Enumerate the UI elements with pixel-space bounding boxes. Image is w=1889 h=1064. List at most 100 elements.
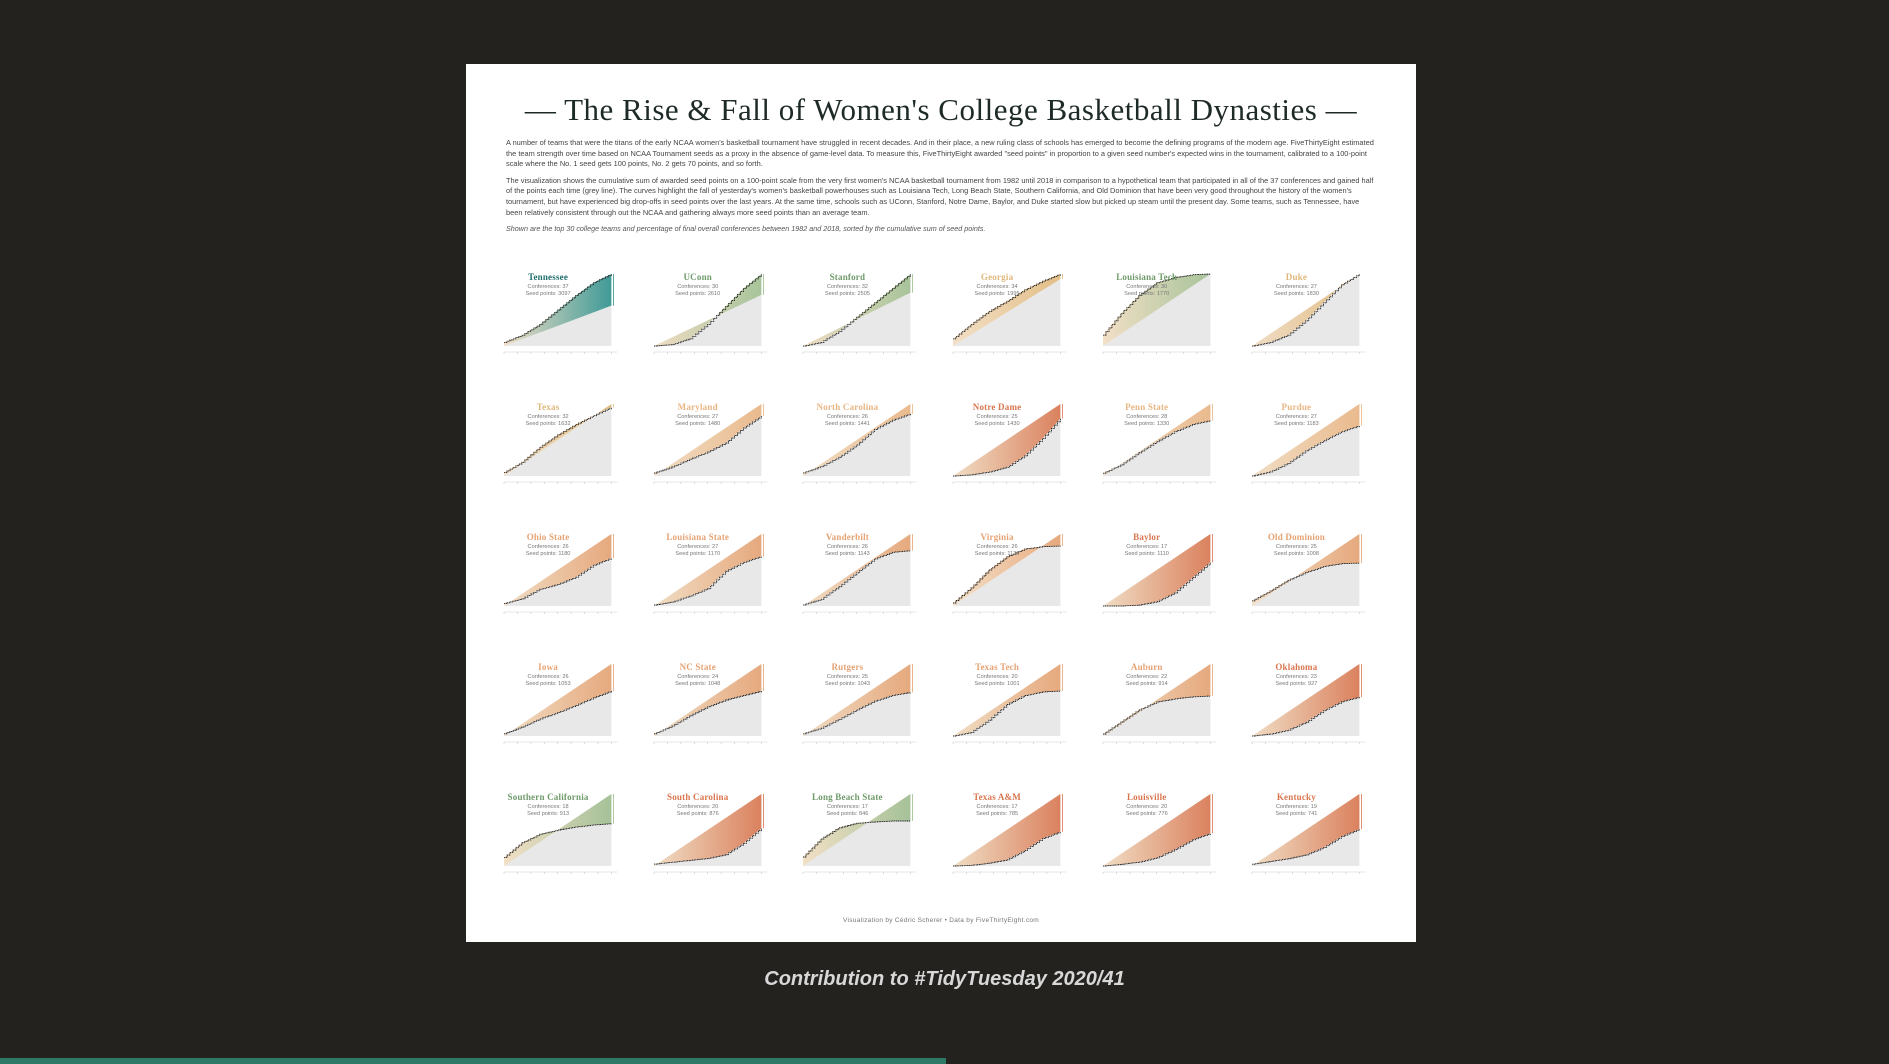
team-chart (952, 274, 1067, 354)
team-conferences: Conferences: 26 (826, 544, 868, 550)
team-conferences: Conferences: 22 (1126, 674, 1168, 680)
team-stats: Conferences: 32 Seed points: 1632 (502, 414, 594, 427)
team-conferences: Conferences: 26 (826, 414, 868, 420)
team-seed-points: Seed points: 1183 (1274, 420, 1319, 427)
cumulative-seed-line (504, 407, 612, 474)
team-conferences: Conferences: 25 (1275, 544, 1317, 550)
team-seed-points: Seed points: 1770 (1124, 290, 1170, 297)
team-seed-points: Seed points: 1130 (974, 550, 1020, 557)
team-name: Ohio State (526, 532, 570, 542)
team-stats: Conferences: 20 Seed points: 1001 (951, 674, 1043, 687)
team-name: Tennessee (528, 272, 569, 282)
team-stats: Conferences: 26 Seed points: 1180 (502, 544, 594, 557)
team-conferences: Conferences: 18 (527, 804, 569, 810)
average-team-area (803, 794, 911, 866)
team-panel: Texas Tech Conferences: 20 Seed points: 10… (951, 636, 1083, 766)
cumulative-seed-line (1102, 273, 1211, 336)
team-stats: Conferences: 17 Seed points: 785 (951, 804, 1043, 817)
team-panel: Louisiana State Conferences: 27 Seed point… (652, 506, 784, 636)
team-stats: Conferences: 25 Seed points: 1043 (801, 674, 893, 687)
average-team-area (504, 305, 612, 346)
team-name: Purdue (1281, 402, 1312, 412)
accent-bar (0, 1058, 946, 1064)
team-conferences: Conferences: 26 (527, 674, 569, 680)
team-chart (952, 534, 1067, 614)
team-panel: Long Beach State Conferences: 17 Seed poin… (801, 766, 933, 896)
credit: Visualization by Cédric Scherer • Data b… (842, 917, 1040, 924)
team-chart (653, 274, 768, 354)
team-chart (1102, 273, 1217, 354)
team-stats: Conferences: 28 Seed points: 1330 (1101, 414, 1193, 427)
team-seed-points: Seed points: 1143 (825, 550, 870, 557)
cumulative-seed-line (1252, 274, 1361, 347)
cumulative-seed-line (653, 691, 762, 735)
team-seed-points: Seed points: 1995 (974, 290, 1020, 297)
team-stats: Conferences: 37 Seed points: 3097 (502, 284, 594, 297)
team-seed-points: Seed points: 1110 (1124, 550, 1169, 557)
poster-title: — The Rise & Fall of Women's College Bas… (524, 92, 1358, 127)
team-panel: Vanderbilt Conferences: 26 Seed points: 11… (801, 506, 933, 636)
team-panel: Iowa Conferences: 26 Seed points: 1053 (502, 636, 634, 766)
team-conferences: Conferences: 26 (527, 544, 569, 550)
team-name: Texas A&M (973, 792, 1021, 802)
team-stats: Conferences: 34 Seed points: 1995 (951, 284, 1043, 297)
team-chart (803, 664, 917, 744)
team-seed-points: Seed points: 776 (1125, 810, 1168, 817)
team-panel: Louisville Conferences: 20 Seed points: 77… (1101, 766, 1233, 896)
team-name: South Carolina (667, 792, 729, 802)
team-panel: Notre Dame Conferences: 25 Seed points: 14… (951, 376, 1083, 506)
team-chart (1252, 794, 1366, 874)
team-name: Louisville (1126, 792, 1167, 802)
team-chart (503, 534, 618, 614)
team-chart (653, 404, 768, 484)
average-team-area (803, 292, 911, 346)
team-seed-points: Seed points: 1043 (824, 680, 870, 687)
cumulative-seed-line (653, 274, 762, 347)
team-stats: Conferences: 30 Seed points: 2610 (652, 284, 744, 297)
team-seed-points: Seed points: 785 (976, 810, 1019, 817)
seed-points-band (1102, 274, 1211, 346)
team-seed-points: Seed points: 1830 (1273, 290, 1319, 297)
team-seed-points: Seed points: 1048 (675, 680, 721, 687)
team-name: NC State (679, 662, 716, 672)
intro-paragraph-1: A number of teams that were the titans o… (506, 138, 1374, 169)
team-stats: Conferences: 22 Seed points: 914 (1101, 674, 1193, 687)
team-conferences: Conferences: 32 (826, 284, 868, 290)
caption: Contribution to #TidyTuesday 2020/41 (764, 968, 1125, 990)
team-chart (803, 404, 917, 484)
team-chart (1102, 664, 1217, 744)
team-name: UConn (683, 272, 712, 282)
team-stats: Conferences: 26 Seed points: 1053 (502, 674, 594, 687)
average-team-area (653, 294, 762, 346)
team-name: Auburn (1130, 662, 1163, 672)
team-panel: Ohio State Conferences: 26 Seed points: 11… (502, 506, 634, 636)
cumulative-seed-line (953, 418, 1061, 477)
team-seed-points: Seed points: 876 (676, 810, 719, 817)
team-chart (952, 664, 1067, 744)
team-panel: Louisiana Tech Conferences: 30 Seed points… (1101, 246, 1233, 376)
cumulative-seed-line (1102, 833, 1211, 867)
team-panel: Duke Conferences: 27 Seed points: 1830 (1250, 246, 1382, 376)
team-seed-points: Seed points: 1180 (525, 550, 571, 557)
team-chart (1102, 794, 1217, 874)
team-name: Louisiana State (666, 532, 730, 542)
team-chart (653, 664, 768, 744)
team-seed-points: Seed points: 2505 (824, 290, 870, 297)
team-stats: Conferences: 17 Seed points: 846 (801, 804, 893, 817)
cumulative-seed-line (953, 274, 1061, 340)
cumulative-seed-line (1102, 562, 1211, 607)
team-panel: Stanford Conferences: 32 Seed points: 2505 (801, 246, 933, 376)
average-team-area (803, 534, 911, 606)
team-panel: Penn State Conferences: 28 Seed points: 13… (1101, 376, 1233, 506)
team-seed-points: Seed points: 927 (1275, 680, 1318, 687)
cumulative-seed-line (504, 274, 612, 343)
team-chart (1102, 404, 1217, 484)
cumulative-seed-line (504, 691, 612, 735)
cumulative-seed-line (653, 416, 762, 474)
cumulative-seed-line (1252, 829, 1361, 865)
team-conferences: Conferences: 24 (677, 674, 719, 680)
team-conferences: Conferences: 32 (527, 414, 569, 420)
team-seed-points: Seed points: 1441 (824, 420, 870, 427)
team-chart (503, 404, 618, 484)
team-stats: Conferences: 24 Seed points: 1048 (652, 674, 744, 687)
